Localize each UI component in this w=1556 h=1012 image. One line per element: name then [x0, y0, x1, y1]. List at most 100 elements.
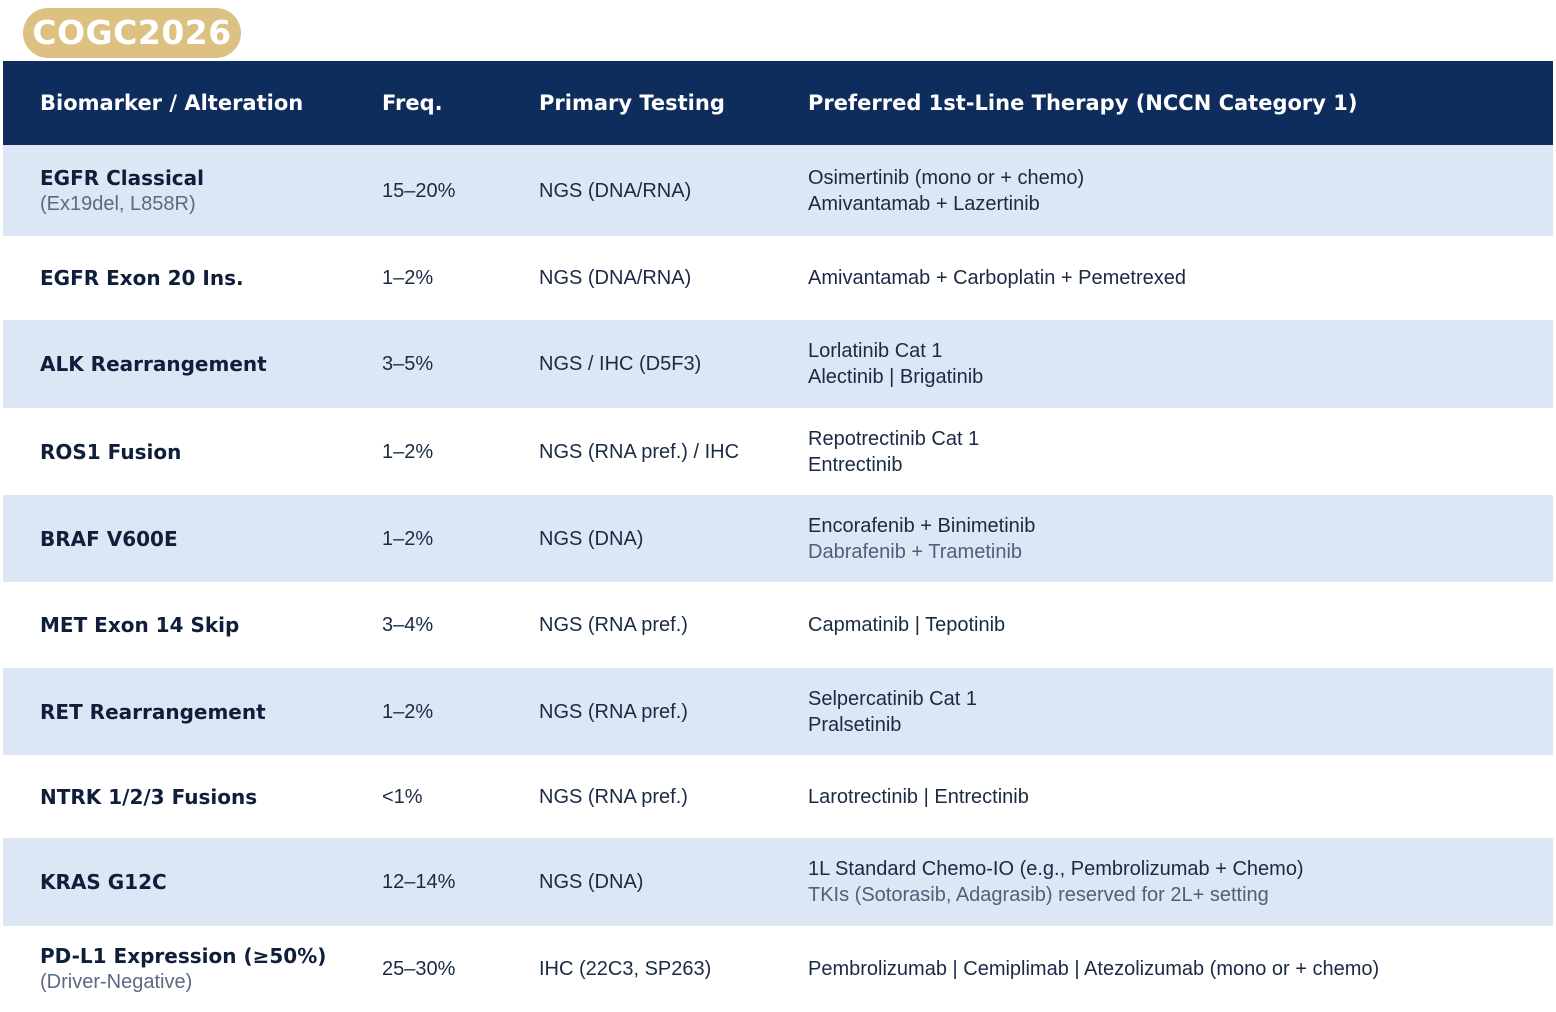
therapy-cell: Lorlatinib Cat 1 Alectinib | Brigatinib: [808, 320, 983, 408]
table-row: MET Exon 14 Skip 3–4% NGS (RNA pref.) Ca…: [3, 582, 1553, 668]
therapy-secondary: Pralsetinib: [808, 713, 902, 736]
testing-cell: NGS (DNA): [539, 495, 643, 582]
therapy-cell: Selpercatinib Cat 1 Pralsetinib: [808, 668, 977, 755]
table-row: KRAS G12C 12–14% NGS (DNA) 1L Standard C…: [3, 838, 1553, 926]
therapy-cell: Repotrectinib Cat 1 Entrectinib: [808, 408, 979, 495]
therapy-cell: Encorafenib + Binimetinib Dabrafenib + T…: [808, 495, 1035, 582]
biomarker-cell: EGFR Classical (Ex19del, L858R): [40, 145, 204, 236]
table-row: NTRK 1/2/3 Fusions <1% NGS (RNA pref.) L…: [3, 755, 1553, 838]
biomarker-cell: RET Rearrangement: [40, 668, 266, 755]
therapy-primary: Repotrectinib Cat 1: [808, 427, 980, 450]
therapy-cell: Capmatinib | Tepotinib: [808, 582, 1005, 668]
therapy-primary: Pembrolizumab | Cemiplimab | Atezolizuma…: [808, 958, 1380, 980]
therapy-primary: Selpercatinib Cat 1: [808, 687, 977, 710]
frequency-cell: 25–30%: [382, 926, 455, 1012]
testing-cell: IHC (22C3, SP263): [539, 926, 711, 1012]
table-row: PD-L1 Expression (≥50%) (Driver-Negative…: [3, 926, 1553, 1012]
frequency-value: 15–20%: [382, 179, 456, 202]
biomarker-table: Biomarker / Alteration Freq. Primary Tes…: [3, 61, 1553, 1012]
testing-value: NGS (RNA pref.): [539, 614, 688, 636]
therapy-primary: Amivantamab + Carboplatin + Pemetrexed: [808, 267, 1186, 289]
frequency-cell: 12–14%: [382, 838, 455, 926]
therapy-cell: Larotrectinib | Entrectinib: [808, 755, 1029, 838]
testing-value: NGS / IHC (D5F3): [539, 353, 702, 375]
header-frequency: Freq.: [382, 91, 443, 115]
frequency-value: 1–2%: [382, 440, 434, 463]
frequency-cell: 1–2%: [382, 236, 433, 320]
testing-value: NGS (RNA pref.): [539, 700, 688, 723]
conference-badge: COGC2026: [23, 8, 241, 58]
frequency-cell: 1–2%: [382, 668, 433, 755]
therapy-primary: Lorlatinib Cat 1: [808, 340, 943, 362]
testing-value: NGS (RNA pref.): [539, 785, 688, 808]
therapy-cell: 1L Standard Chemo-IO (e.g., Pembrolizuma…: [808, 838, 1304, 926]
biomarker-name: BRAF V600E: [40, 526, 178, 551]
biomarker-cell: MET Exon 14 Skip: [40, 582, 239, 668]
frequency-value: 3–4%: [382, 614, 434, 636]
table-row: EGFR Exon 20 Ins. 1–2% NGS (DNA/RNA) Ami…: [3, 236, 1553, 320]
biomarker-name: EGFR Classical: [40, 165, 205, 190]
table-row: EGFR Classical (Ex19del, L858R) 15–20% N…: [3, 145, 1553, 236]
biomarker-cell: BRAF V600E: [40, 495, 178, 582]
biomarker-cell: PD-L1 Expression (≥50%) (Driver-Negative…: [40, 926, 326, 1012]
biomarker-cell: ROS1 Fusion: [40, 408, 181, 495]
therapy-primary: Larotrectinib | Entrectinib: [808, 785, 1029, 808]
testing-cell: NGS (DNA/RNA): [539, 145, 691, 236]
testing-value: NGS (DNA/RNA): [539, 179, 692, 202]
header-biomarker: Biomarker / Alteration: [40, 91, 304, 115]
biomarker-name: RET Rearrangement: [40, 699, 266, 724]
therapy-secondary: Alectinib | Brigatinib: [808, 366, 984, 388]
table-row: ALK Rearrangement 3–5% NGS / IHC (D5F3) …: [3, 320, 1553, 408]
therapy-secondary: TKIs (Sotorasib, Adagrasib) reserved for…: [808, 884, 1269, 906]
testing-cell: NGS (DNA): [539, 838, 643, 926]
testing-value: IHC (22C3, SP263): [539, 958, 712, 980]
testing-cell: NGS (DNA/RNA): [539, 236, 691, 320]
frequency-cell: <1%: [382, 755, 423, 838]
frequency-cell: 15–20%: [382, 145, 455, 236]
frequency-value: 25–30%: [382, 958, 456, 980]
therapy-secondary: Entrectinib: [808, 453, 903, 476]
table-row: ROS1 Fusion 1–2% NGS (RNA pref.) / IHC R…: [3, 408, 1553, 495]
therapy-cell: Osimertinib (mono or + chemo) Amivantama…: [808, 145, 1084, 236]
therapy-primary: 1L Standard Chemo-IO (e.g., Pembrolizuma…: [808, 858, 1304, 880]
frequency-cell: 3–4%: [382, 582, 433, 668]
therapy-cell: Pembrolizumab | Cemiplimab | Atezolizuma…: [808, 926, 1379, 1012]
frequency-cell: 3–5%: [382, 320, 433, 408]
biomarker-name: ALK Rearrangement: [40, 352, 267, 376]
testing-cell: NGS (RNA pref.) / IHC: [539, 408, 739, 495]
testing-value: NGS (RNA pref.) / IHC: [539, 440, 740, 463]
frequency-value: 1–2%: [382, 527, 434, 550]
biomarker-name: MET Exon 14 Skip: [40, 613, 240, 637]
table-header: Biomarker / Alteration Freq. Primary Tes…: [3, 61, 1553, 145]
biomarker-name: NTRK 1/2/3 Fusions: [40, 784, 258, 809]
biomarker-cell: EGFR Exon 20 Ins.: [40, 236, 244, 320]
testing-value: NGS (DNA): [539, 871, 644, 893]
biomarker-name: ROS1 Fusion: [40, 439, 182, 464]
frequency-value: 1–2%: [382, 267, 434, 289]
table-row: RET Rearrangement 1–2% NGS (RNA pref.) S…: [3, 668, 1553, 755]
biomarker-name: PD-L1 Expression (≥50%): [40, 944, 327, 968]
biomarker-cell: KRAS G12C: [40, 838, 167, 926]
therapy-secondary: Amivantamab + Lazertinib: [808, 192, 1040, 215]
biomarker-cell: NTRK 1/2/3 Fusions: [40, 755, 257, 838]
testing-cell: NGS (RNA pref.): [539, 582, 688, 668]
testing-value: NGS (DNA/RNA): [539, 267, 692, 289]
therapy-secondary: Dabrafenib + Trametinib: [808, 540, 1023, 563]
biomarker-name: KRAS G12C: [40, 870, 167, 894]
therapy-primary: Encorafenib + Binimetinib: [808, 514, 1036, 537]
therapy-primary: Capmatinib | Tepotinib: [808, 614, 1006, 636]
frequency-cell: 1–2%: [382, 495, 433, 582]
testing-cell: NGS (RNA pref.): [539, 755, 688, 838]
testing-value: NGS (DNA): [539, 527, 644, 550]
biomarker-name: EGFR Exon 20 Ins.: [40, 266, 244, 290]
header-primary-testing: Primary Testing: [539, 91, 725, 115]
frequency-cell: 1–2%: [382, 408, 433, 495]
biomarker-subtitle: (Ex19del, L858R): [40, 192, 196, 215]
testing-cell: NGS / IHC (D5F3): [539, 320, 701, 408]
biomarker-subtitle: (Driver-Negative): [40, 971, 193, 993]
header-preferred-therapy: Preferred 1st-Line Therapy (NCCN Categor…: [808, 91, 1358, 115]
therapy-cell: Amivantamab + Carboplatin + Pemetrexed: [808, 236, 1186, 320]
frequency-value: 1–2%: [382, 700, 434, 723]
biomarker-cell: ALK Rearrangement: [40, 320, 267, 408]
frequency-value: 12–14%: [382, 871, 456, 893]
